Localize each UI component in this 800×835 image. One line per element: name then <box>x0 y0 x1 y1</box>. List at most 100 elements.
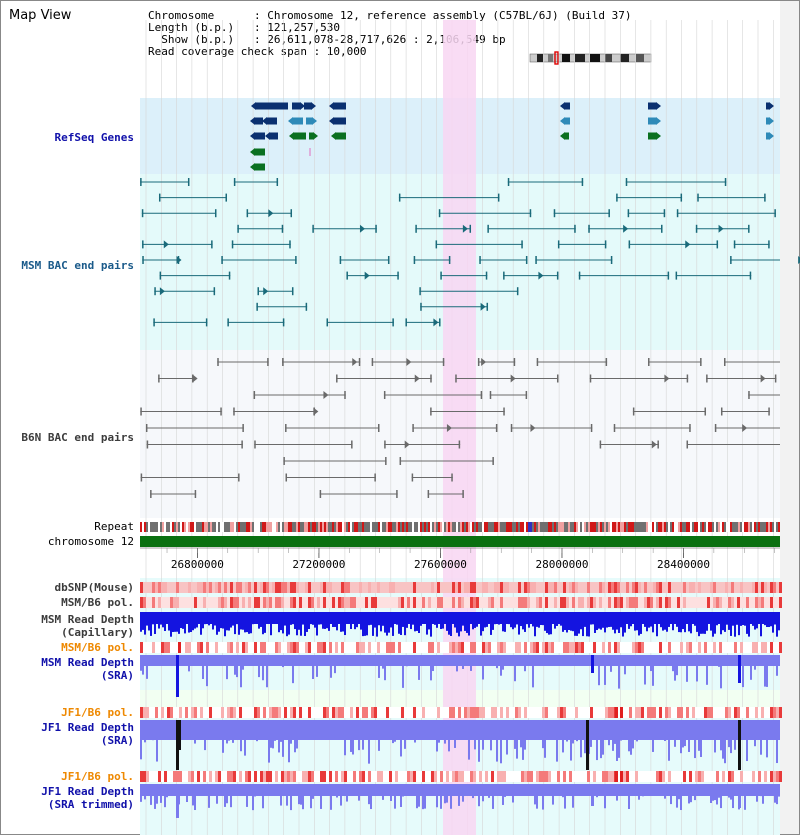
density-cell <box>611 582 614 593</box>
depth-bar <box>612 624 614 630</box>
repeat-segment <box>470 522 472 532</box>
gene-exon <box>294 132 306 140</box>
density-cell <box>311 771 314 782</box>
chromosome-bar[interactable] <box>140 536 780 547</box>
depth-bar <box>490 624 492 635</box>
depth-bar <box>426 624 428 635</box>
density-cell <box>563 642 566 653</box>
density-cell <box>152 582 155 593</box>
repeat-segment <box>436 522 438 532</box>
msm-bac-pairs[interactable] <box>140 178 800 327</box>
depth-bar <box>342 624 344 632</box>
repeat-segment <box>172 522 174 532</box>
depth-bar <box>514 666 516 682</box>
depth-bar <box>144 796 146 800</box>
repeat-segment <box>618 522 620 532</box>
density-cell <box>176 582 179 593</box>
jf1-sra-depth-track[interactable] <box>140 720 780 770</box>
repeat-segment <box>152 522 154 532</box>
chromosome-ideogram[interactable] <box>529 51 652 65</box>
depth-bar <box>574 624 576 636</box>
depth-bar <box>536 624 538 627</box>
density-cell <box>335 642 338 653</box>
jf1-pol-track-1[interactable] <box>140 707 782 718</box>
repeat-segment <box>208 522 210 532</box>
depth-bar <box>190 624 192 632</box>
depth-bar <box>154 624 156 634</box>
msm-capillary-depth-track[interactable] <box>140 612 780 637</box>
msm-pol-track-1[interactable] <box>140 597 782 608</box>
depth-bar <box>768 624 770 628</box>
density-cell <box>257 597 260 608</box>
density-cell <box>275 771 278 782</box>
depth-bar <box>366 624 368 636</box>
density-cell <box>215 771 218 782</box>
repeat-segment <box>672 522 674 532</box>
repeat-segment <box>484 522 486 532</box>
repeat-segment <box>642 522 644 532</box>
repeat-segment <box>264 522 266 532</box>
depth-bar <box>262 666 264 681</box>
depth-bar <box>686 666 688 682</box>
repeat-segment <box>680 522 682 532</box>
depth-bar <box>500 740 502 764</box>
density-cell <box>176 597 179 608</box>
repeat-segment <box>328 522 330 532</box>
density-cell <box>398 597 401 608</box>
msm-sra-depth-track[interactable] <box>140 655 780 697</box>
density-cell <box>299 597 302 608</box>
repeat-segment <box>352 522 354 532</box>
depth-bar <box>680 796 682 811</box>
density-cell <box>482 582 485 593</box>
dbsnp-track[interactable] <box>140 582 782 593</box>
density-cell <box>350 707 353 718</box>
density-cell <box>413 707 416 718</box>
repeat-segment <box>728 522 730 532</box>
depth-bar <box>378 666 380 678</box>
bac-pair-arrow <box>414 374 420 383</box>
bac-pair-end <box>616 193 618 202</box>
depth-bar <box>262 624 264 635</box>
b6n-bac-pairs[interactable] <box>140 358 780 498</box>
depth-bar <box>142 624 144 630</box>
density-cell <box>155 707 158 718</box>
density-cell <box>728 597 731 608</box>
density-cell <box>728 771 731 782</box>
depth-bar <box>358 796 360 801</box>
depth-bar <box>588 624 590 637</box>
density-cell <box>575 707 578 718</box>
repeat-segment <box>582 522 584 532</box>
depth-bar <box>220 624 222 629</box>
bac-pair-end <box>398 193 401 202</box>
depth-bar <box>290 740 292 744</box>
gene-exon <box>306 117 312 125</box>
density-cell <box>206 642 209 653</box>
repeat-track[interactable] <box>140 522 780 532</box>
depth-bar <box>502 624 504 632</box>
depth-bar <box>406 624 408 628</box>
repeat-segment <box>700 522 702 532</box>
jf1-trimmed-depth-track[interactable] <box>140 784 780 818</box>
repeat-segment <box>224 522 226 532</box>
density-cell <box>599 582 602 593</box>
depth-bar <box>232 740 234 743</box>
depth-bar <box>140 796 142 802</box>
gene-exon <box>336 132 346 140</box>
density-cell <box>563 771 566 782</box>
density-cell <box>335 707 338 718</box>
density-cell <box>773 707 776 718</box>
density-cell <box>254 642 257 653</box>
repeat-segment <box>716 522 718 532</box>
refseq-gene-features[interactable] <box>250 102 774 171</box>
msm-pol-track-2[interactable] <box>140 642 782 653</box>
density-cell <box>305 642 308 653</box>
jf1-pol-track-2[interactable] <box>140 771 782 782</box>
bac-pair-end <box>510 424 513 432</box>
density-cell <box>770 771 773 782</box>
density-cell <box>470 771 473 782</box>
density-cell <box>615 707 618 718</box>
repeat-segment <box>742 522 744 532</box>
label-b6n-bac: B6N BAC end pairs <box>21 431 134 444</box>
depth-bar <box>194 796 196 811</box>
